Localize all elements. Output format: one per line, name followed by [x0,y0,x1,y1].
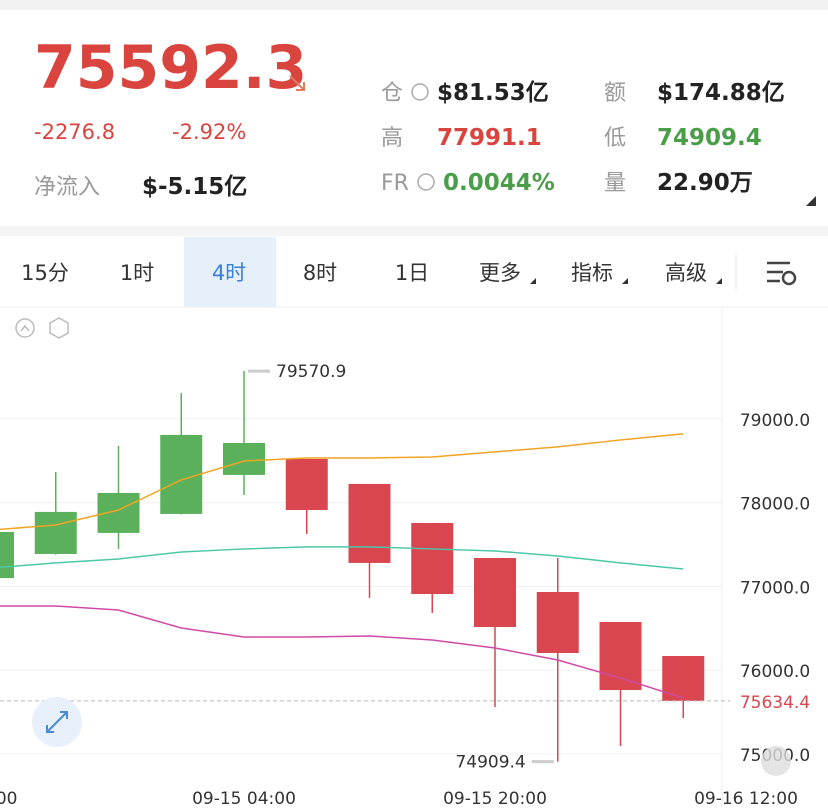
stat-label: FR [381,171,409,196]
tab-selected-bg [184,237,276,307]
ma-line [0,433,684,531]
tab[interactable]: 1日 [395,261,429,285]
tab[interactable]: 1时 [120,261,154,285]
candle-body [348,483,391,563]
dropdown-caret [622,278,628,284]
tab-bar: 15分 1时 4时 8时 1日 更多 指标 高级 [21,237,722,307]
stat-label: 仓 [381,81,403,106]
candle-body [662,656,705,701]
x-tick-label: 09-15 04:00 [192,789,296,808]
net-inflow: $-5.15亿 [142,174,247,200]
ma-line [0,546,684,570]
candle-body [160,434,203,514]
x-tick-label: 09-15 20:00 [443,789,547,808]
stat-label: 高 [381,126,403,151]
top-band [0,0,828,10]
candle-body [599,621,642,691]
separator [0,226,828,236]
last-price: 75634.4 [740,693,810,713]
candle-body [285,458,328,510]
gear-icon[interactable] [49,317,69,339]
y-tick-label: 76000.0 [740,662,810,682]
candle-body [34,511,77,554]
stat-value: $174.88亿 [657,80,785,106]
logo-badge [761,746,791,776]
net-inflow-label: 净流入 [34,175,100,200]
tab[interactable]: 8时 [303,261,337,285]
info-icon[interactable] [417,173,435,191]
tab[interactable]: 更多 [479,261,521,285]
candle-body [536,592,579,653]
info-icon[interactable] [411,83,429,101]
change: -2276.8 [34,120,115,144]
stat-label: 量 [604,171,626,196]
settings-icon[interactable] [767,261,797,286]
low-marker: 74909.4 [455,753,525,773]
high-marker: 79570.9 [276,362,346,382]
dropdown-caret [530,278,536,284]
collapse-arrow [20,324,30,332]
candle-body [0,531,14,579]
stat-label: 额 [604,81,626,106]
change-pct: -2.92% [172,120,246,144]
y-tick-label: 79000.0 [740,411,810,431]
tab[interactable]: 4时 [212,261,246,285]
last-price-bg [730,687,828,714]
plot: 75000.076000.077000.078000.079000.012:00… [0,362,828,809]
stat-value: 74909.4 [657,125,762,151]
stat-value: 0.0044% [443,170,555,196]
stat-value: 22.90万 [657,170,753,196]
collapse-icon[interactable] [15,318,35,338]
x-tick-label: 12:00 [0,789,18,808]
stat-value: $81.53亿 [437,80,549,106]
candle-body [474,557,516,628]
ma-line [0,605,684,699]
fullscreen-icon [46,711,68,733]
candle-body [411,522,454,595]
tab[interactable]: 高级 [665,261,707,285]
x-tick-label: 09-16 12:00 [694,789,798,808]
candle-body [223,442,265,475]
down-arrow [289,75,305,91]
y-tick-label: 77000.0 [740,578,810,598]
price: 75592.3 [34,33,307,103]
expand-corner[interactable] [806,196,816,206]
stat-label: 低 [604,126,626,151]
stat-value: 77991.1 [437,125,542,151]
y-tick-label: 78000.0 [740,495,810,515]
tab[interactable]: 15分 [21,261,69,285]
tab[interactable]: 指标 [571,261,613,285]
dropdown-caret [716,278,722,284]
